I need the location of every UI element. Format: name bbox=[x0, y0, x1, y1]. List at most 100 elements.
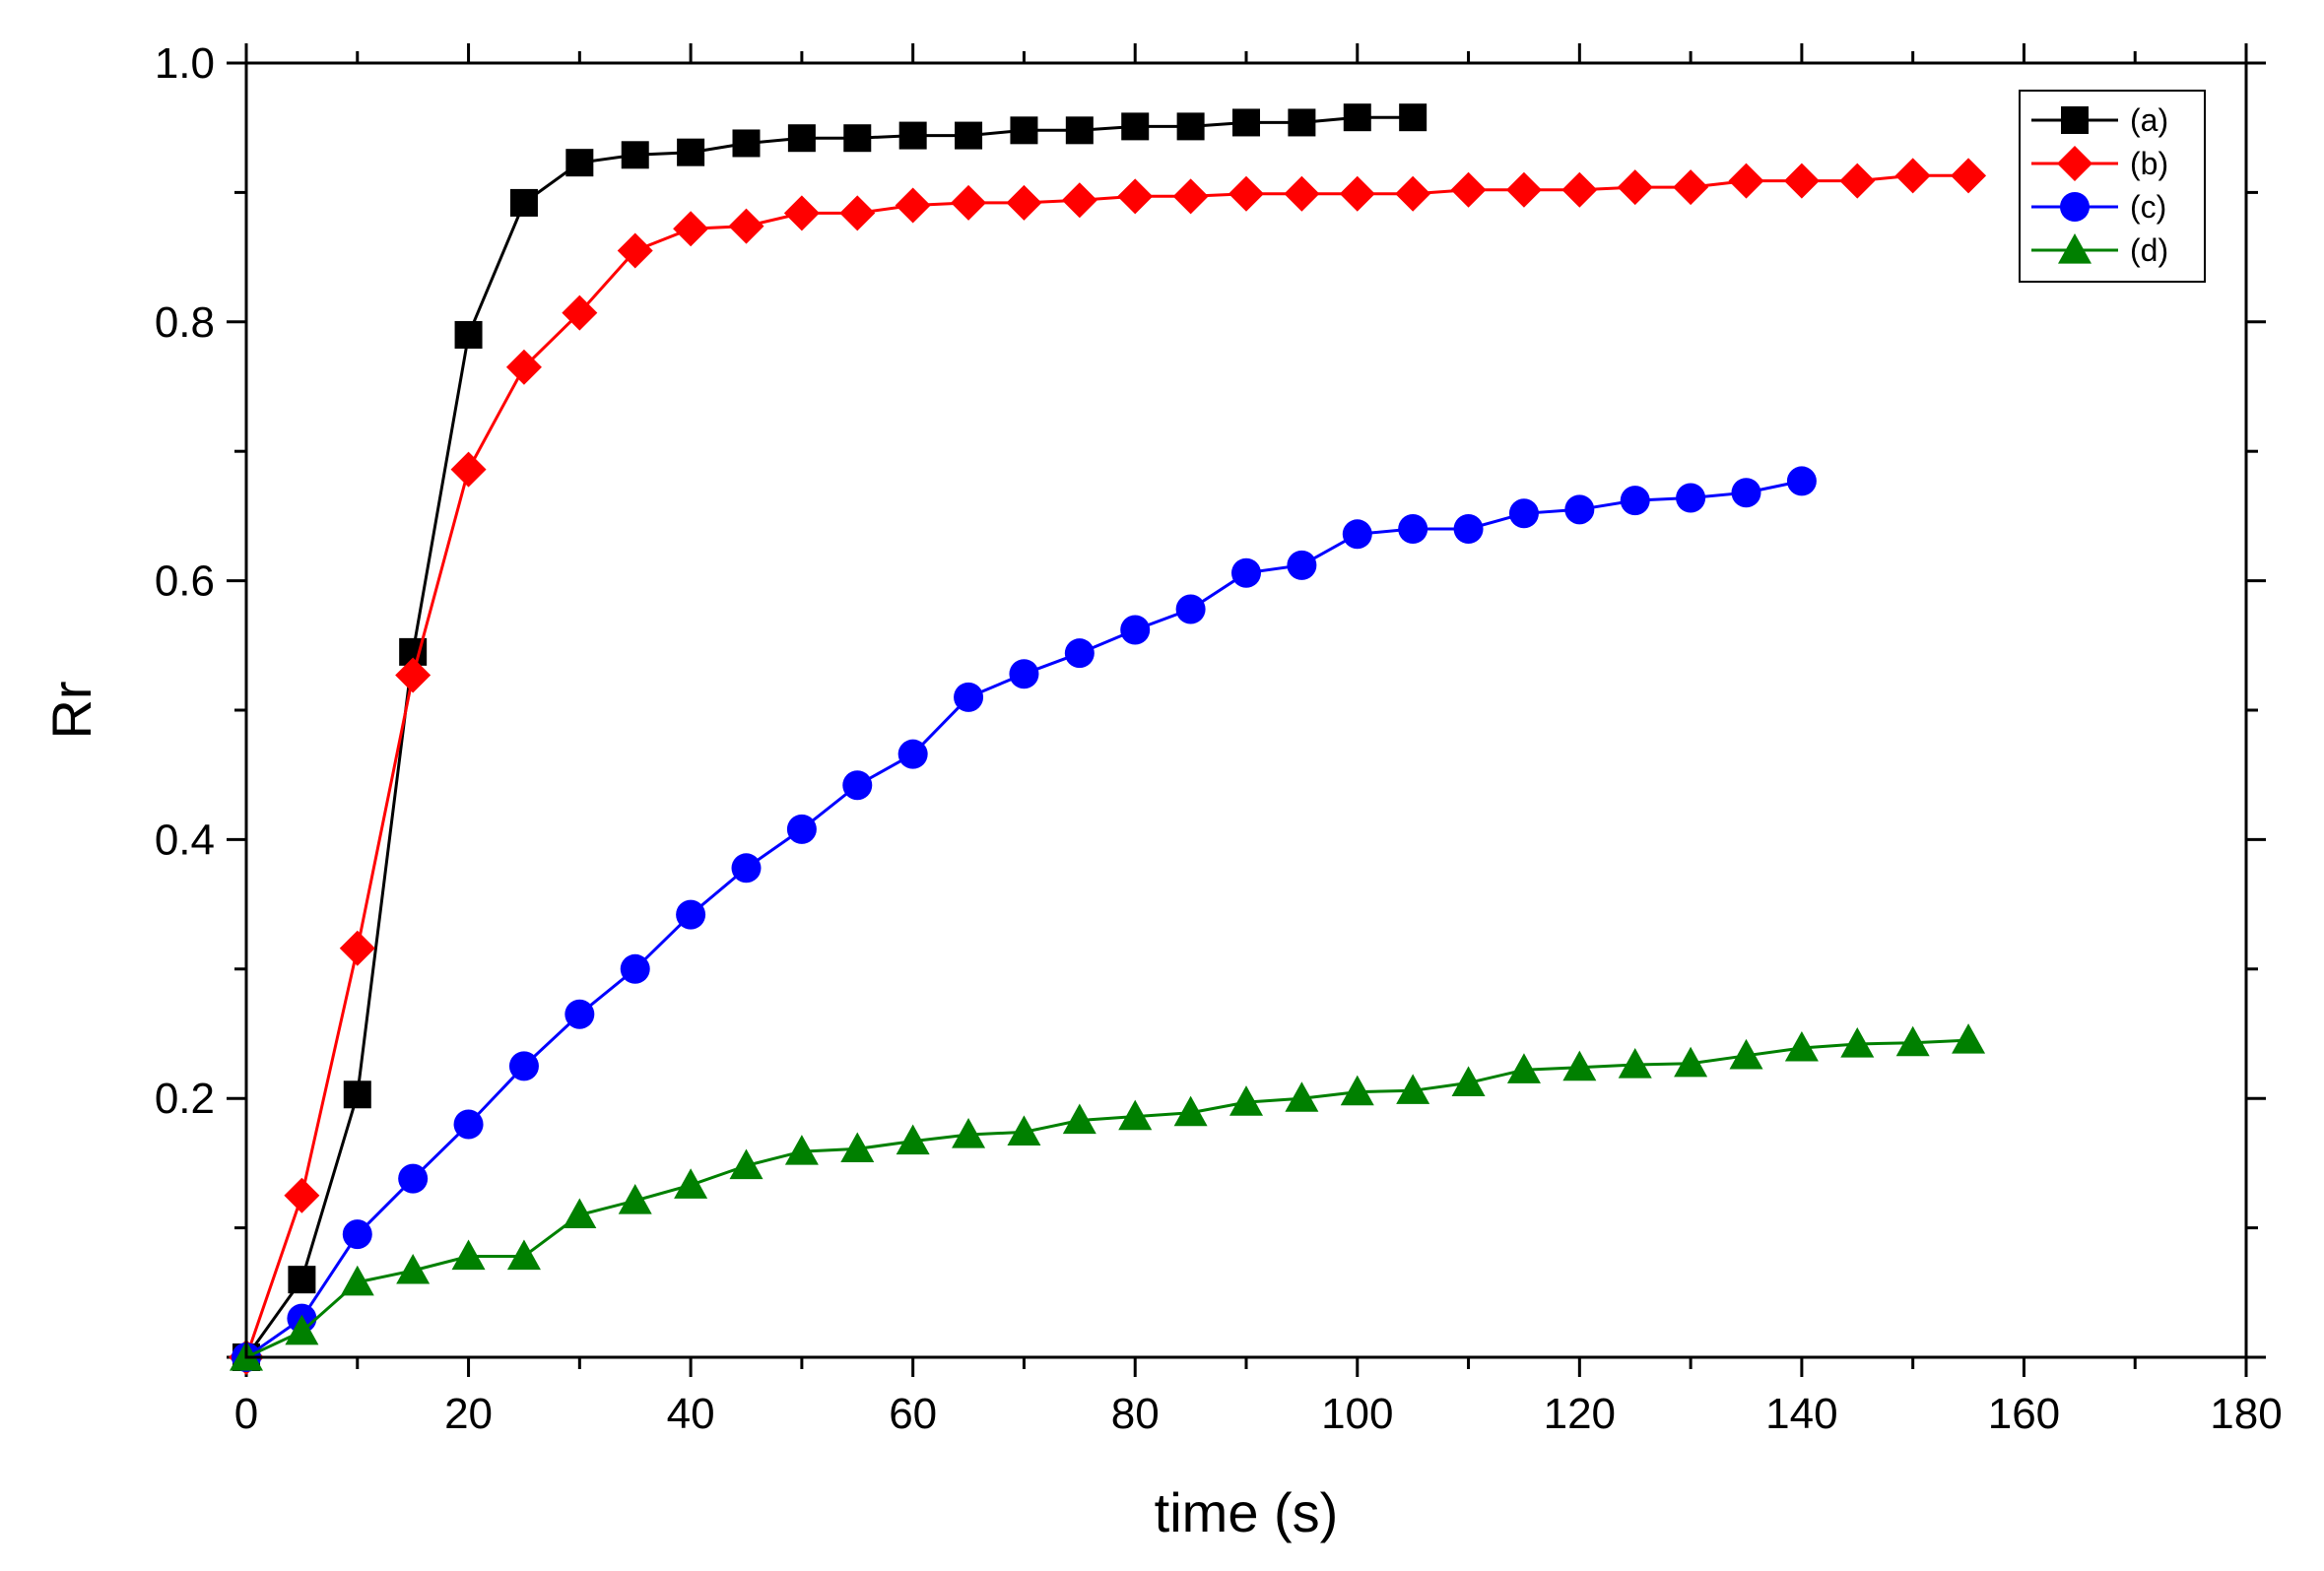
data-point bbox=[1229, 1085, 1263, 1116]
legend-label: (d) bbox=[2130, 232, 2168, 268]
data-point bbox=[1343, 103, 1371, 132]
data-point bbox=[729, 1148, 764, 1180]
data-point bbox=[1396, 1074, 1430, 1104]
data-point bbox=[454, 320, 483, 349]
x-tick-label: 160 bbox=[1988, 1390, 2060, 1438]
x-tick-label: 140 bbox=[1765, 1390, 1837, 1438]
x-tick-label: 40 bbox=[667, 1390, 715, 1438]
data-point bbox=[1395, 175, 1431, 212]
data-point bbox=[1728, 163, 1764, 199]
data-point bbox=[1673, 169, 1709, 206]
data-point bbox=[1951, 158, 1987, 194]
data-point bbox=[1674, 1046, 1708, 1078]
data-point bbox=[1062, 1103, 1096, 1135]
data-point bbox=[954, 682, 984, 712]
data-point bbox=[1284, 175, 1320, 212]
data-point bbox=[1952, 1023, 1986, 1054]
data-point bbox=[396, 1253, 431, 1284]
data-point bbox=[339, 930, 375, 966]
data-point bbox=[1175, 594, 1206, 624]
data-point bbox=[508, 1051, 539, 1081]
data-point bbox=[677, 138, 705, 166]
data-point bbox=[1118, 1099, 1153, 1131]
series-3 bbox=[232, 466, 1817, 1372]
data-point bbox=[1505, 171, 1542, 208]
data-point bbox=[451, 1239, 486, 1271]
data-point bbox=[842, 770, 873, 801]
legend-marker bbox=[2057, 146, 2092, 181]
data-point bbox=[1007, 1115, 1041, 1146]
x-tick-label: 80 bbox=[1111, 1390, 1160, 1438]
plot-frame bbox=[244, 61, 2248, 1359]
data-point bbox=[1120, 615, 1151, 645]
data-point bbox=[1006, 184, 1042, 221]
data-point bbox=[786, 814, 817, 844]
data-point bbox=[1399, 103, 1428, 132]
data-point bbox=[1173, 1095, 1208, 1127]
legend-label: (b) bbox=[2130, 146, 2168, 181]
data-point bbox=[840, 1132, 875, 1163]
legend-marker bbox=[2060, 192, 2090, 222]
data-point bbox=[951, 184, 987, 221]
legend-item: (d) bbox=[2031, 232, 2168, 268]
data-point bbox=[784, 1135, 819, 1165]
data-point bbox=[564, 999, 595, 1029]
data-point bbox=[617, 232, 653, 269]
data-point bbox=[1784, 1030, 1819, 1062]
data-point bbox=[1620, 486, 1650, 516]
data-point bbox=[1339, 175, 1375, 212]
series-layer bbox=[229, 103, 1987, 1375]
x-tick-label: 60 bbox=[889, 1390, 937, 1438]
data-point bbox=[1231, 557, 1261, 588]
y-tick-label: 1.0 bbox=[155, 39, 215, 88]
data-point bbox=[284, 1177, 320, 1213]
y-tick-label: 0.6 bbox=[155, 557, 215, 606]
series-line bbox=[244, 115, 1414, 1358]
data-point bbox=[1508, 498, 1539, 529]
data-point bbox=[1121, 112, 1150, 141]
data-point bbox=[1232, 108, 1260, 137]
data-point bbox=[450, 451, 487, 488]
data-point bbox=[343, 1080, 371, 1109]
y-tick-label: 0.2 bbox=[155, 1075, 215, 1123]
data-point bbox=[398, 1163, 429, 1194]
data-point bbox=[1561, 171, 1598, 208]
data-point bbox=[732, 129, 761, 158]
data-point bbox=[1288, 108, 1316, 137]
data-point bbox=[505, 349, 542, 385]
legend-marker bbox=[2058, 233, 2092, 264]
legend-item: (b) bbox=[2031, 146, 2168, 181]
data-point bbox=[342, 1219, 372, 1250]
data-point bbox=[563, 1198, 597, 1229]
data-point bbox=[1840, 1027, 1875, 1058]
data-point bbox=[955, 121, 983, 150]
data-point bbox=[395, 657, 432, 693]
x-axis-title: time (s) bbox=[1155, 1481, 1339, 1543]
series-4 bbox=[230, 1023, 1986, 1371]
data-point bbox=[843, 124, 872, 153]
data-point bbox=[1564, 494, 1595, 525]
data-point bbox=[839, 195, 876, 231]
data-point bbox=[1731, 478, 1761, 508]
data-point bbox=[506, 1239, 541, 1271]
data-point bbox=[621, 141, 649, 169]
legend-label: (a) bbox=[2130, 102, 2168, 138]
data-point bbox=[1061, 182, 1097, 219]
data-point bbox=[1783, 163, 1820, 199]
x-tick-label: 20 bbox=[444, 1390, 493, 1438]
data-point bbox=[340, 1265, 374, 1296]
data-point bbox=[288, 1266, 316, 1294]
data-point bbox=[1839, 163, 1876, 199]
data-point bbox=[562, 295, 598, 331]
data-point bbox=[285, 1314, 319, 1345]
data-point bbox=[1618, 1048, 1652, 1079]
data-point bbox=[896, 1124, 930, 1155]
y-tick-label: 0.8 bbox=[155, 298, 215, 347]
data-point bbox=[1676, 483, 1706, 513]
data-point bbox=[952, 1117, 986, 1148]
data-point bbox=[453, 1109, 484, 1140]
data-point bbox=[1895, 1025, 1930, 1057]
x-tick-label: 0 bbox=[234, 1390, 258, 1438]
